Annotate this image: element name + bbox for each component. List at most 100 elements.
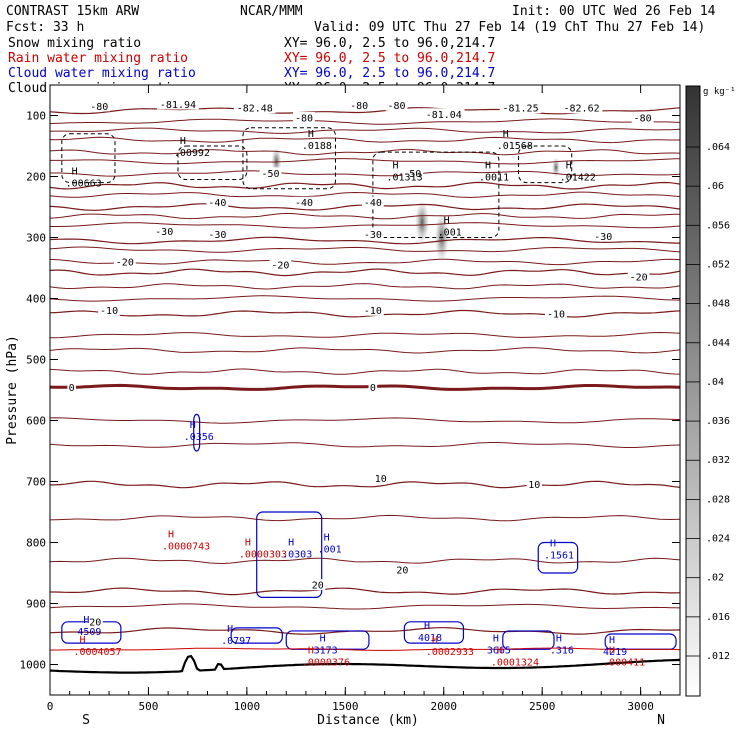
contour-label: 20 — [89, 617, 101, 628]
max-value-label: .0000376 — [302, 657, 350, 668]
field-xy-snow: XY= 96.0, 2.5 to 96.0,214.7 — [284, 36, 495, 51]
contour-label-bg — [385, 99, 408, 111]
temperature-contour-minor — [49, 295, 681, 302]
max-value-label: 4509 — [77, 627, 101, 638]
contour-label: -10 — [100, 306, 118, 317]
valid-time: Valid: 09 UTC Thu 27 Feb 14 (19 ChT Thu … — [314, 20, 705, 35]
max-marker-h: H — [168, 530, 174, 541]
max-marker-h: H — [83, 615, 89, 626]
cloud-water-outline-2 — [537, 541, 579, 574]
contour-label-bg — [157, 98, 199, 110]
plot-background — [50, 85, 680, 695]
contour-label: -81.04 — [426, 110, 462, 121]
contour-label-bg — [401, 167, 424, 179]
max-marker-h: H — [324, 533, 330, 544]
cloud-water-outline-1 — [256, 511, 323, 599]
colorbar-tick-label: .036 — [706, 416, 730, 427]
max-marker-h: H — [308, 645, 314, 656]
contour-label-bg — [361, 304, 384, 316]
max-marker-h: H — [444, 215, 450, 226]
contour-label: 10 — [375, 474, 387, 485]
temperature-contour-minor — [49, 514, 681, 522]
colorbar: g kg⁻¹ .064 .06 .056 .052 .048 .044 .04 .036 .03… — [685, 85, 736, 697]
x-axis-title: Distance (km) — [317, 713, 419, 728]
snow-outline-region-0 — [61, 133, 116, 184]
max-value-label: .01568 — [497, 141, 533, 152]
max-marker-h: H — [485, 161, 491, 172]
contour-label-bg — [592, 230, 615, 242]
contour-label: -80 — [295, 113, 313, 124]
contour-label-bg — [206, 196, 229, 208]
field-name-rain: Rain water mixing ratio — [8, 51, 188, 66]
max-value-label: .001 — [318, 545, 342, 556]
max-value-label: 4018 — [418, 633, 442, 644]
temperature-contour-minor — [49, 136, 680, 144]
init-time: Init: 00 UTC Wed 26 Feb 14 — [512, 4, 716, 19]
contour-label: -40 — [364, 198, 382, 209]
contour-label-bg — [310, 579, 326, 591]
contour-label: -20 — [271, 260, 289, 271]
contour-label-bg — [113, 255, 136, 267]
contour-label: -81.25 — [502, 104, 538, 115]
x-tick-label: 2500 — [529, 700, 556, 713]
colorbar-tick-label: .028 — [706, 494, 730, 505]
snow-shading-0 — [415, 200, 430, 245]
contour-label-bg — [206, 228, 229, 240]
temperature-contour-minor — [49, 127, 681, 134]
contour-label-bg — [259, 167, 282, 179]
max-value-label: .0797 — [221, 636, 251, 647]
colorbar-tick-label: .044 — [706, 338, 730, 349]
contour-label-bg — [361, 196, 384, 208]
y-axis-title: Pressure (hPa) — [5, 335, 20, 445]
colorbar-tick-label: .056 — [706, 220, 730, 231]
temperature-contour-minor — [49, 417, 681, 424]
colorbar-tick-label: .048 — [706, 299, 730, 310]
field-xy-cloud-water: XY= 96.0, 2.5 to 96.0,214.7 — [284, 66, 495, 81]
contour-label: -20 — [630, 273, 648, 284]
temperature-contour-10 — [50, 480, 681, 489]
temperature-contour-minor — [49, 603, 681, 610]
rain-contour — [49, 647, 681, 651]
snow-outline-region-4 — [518, 145, 573, 184]
max-value-label: .1561 — [544, 551, 574, 562]
field-xy-rain: XY= 96.0, 2.5 to 96.0,214.7 — [284, 51, 495, 66]
contour-label-bg — [545, 307, 567, 319]
contour-label-bg — [87, 615, 103, 627]
y-tick-label: 300 — [26, 232, 46, 245]
contour-label: -80 — [634, 113, 652, 124]
colorbar-tick-label: .06 — [706, 181, 724, 192]
temperature-contour-20 — [50, 587, 681, 596]
contour-label: -10 — [364, 306, 382, 317]
max-value-label: 3173 — [314, 645, 338, 656]
colorbar-tick-label: .04 — [706, 377, 724, 388]
max-marker-h: H — [320, 633, 326, 644]
max-value-label: .0000743 — [162, 542, 210, 553]
plot-layer: -80 -81.94 -82.48 -80 -80 -80 -81.04 -81.25 -82.… — [49, 98, 681, 674]
y-tick-label: 1000 — [20, 659, 47, 672]
y-tick-label: 200 — [26, 171, 46, 184]
contour-label: -50 — [403, 169, 421, 180]
temperature-contour--10 — [49, 309, 681, 318]
max-marker-h: H — [566, 161, 572, 172]
y-tick-label: 900 — [26, 598, 46, 611]
max-value-label: .01422 — [560, 173, 596, 184]
max-value-label: .00992 — [174, 148, 210, 159]
colorbar-tick-label: .052 — [706, 259, 730, 270]
contour-label-bg — [394, 563, 411, 575]
contour-label-bg — [631, 111, 654, 123]
temperature-contour-minor — [49, 258, 681, 266]
x-tick-label: 1500 — [332, 700, 359, 713]
max-value-label: .0188 — [302, 141, 332, 152]
contour-label-bg — [88, 100, 111, 112]
x-tick-label: 2000 — [431, 700, 458, 713]
max-value-label: .0303 — [282, 549, 312, 560]
contour-label-bg — [627, 271, 650, 283]
temperature-contour-minor — [50, 222, 681, 229]
max-value-label: .316 — [550, 645, 574, 656]
temperature-contour-minor — [50, 158, 681, 165]
temperature-contour-0 — [49, 383, 681, 391]
contour-label-bg — [348, 99, 370, 111]
forecast-hour: Fcst: 33 h — [6, 20, 84, 35]
colorbar-tick-label: .02 — [706, 573, 724, 584]
cloud-water-outline-4 — [403, 621, 465, 644]
